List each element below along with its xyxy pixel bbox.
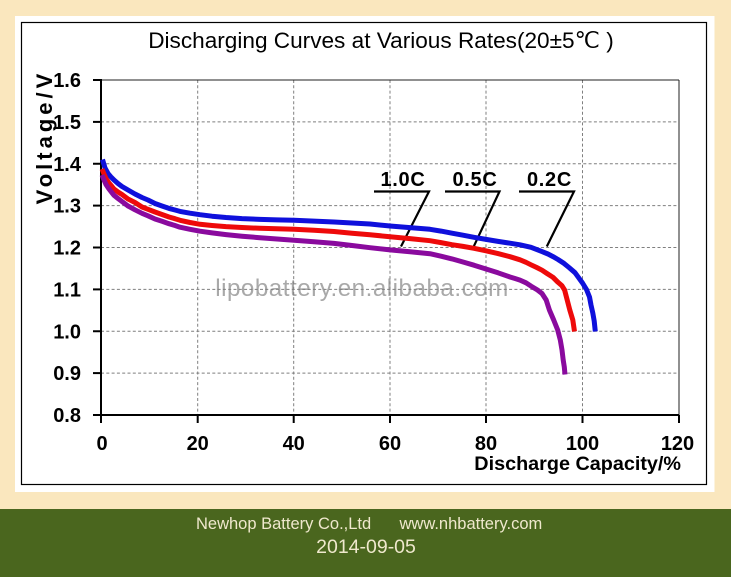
svg-text:120: 120 — [661, 433, 694, 455]
svg-text:Voltage/V: Voltage/V — [32, 70, 57, 205]
svg-text:www.nhbattery.com: www.nhbattery.com — [399, 515, 543, 533]
svg-text:60: 60 — [379, 433, 401, 455]
svg-text:Newhop Battery Co.,Ltd: Newhop Battery Co.,Ltd — [196, 515, 371, 533]
svg-text:0.2C: 0.2C — [527, 169, 572, 191]
svg-text:0: 0 — [96, 433, 107, 455]
svg-text:1.5: 1.5 — [53, 112, 81, 134]
svg-text:Discharging Curves at Various: Discharging Curves at Various Rates(20±5… — [148, 28, 614, 53]
svg-text:1.4: 1.4 — [53, 154, 82, 176]
svg-text:100: 100 — [566, 433, 599, 455]
svg-text:0.8: 0.8 — [53, 405, 81, 427]
svg-text:1.1: 1.1 — [53, 279, 81, 301]
svg-text:0.5C: 0.5C — [452, 169, 497, 191]
svg-text:1.2: 1.2 — [53, 238, 81, 260]
svg-text:0.9: 0.9 — [53, 363, 81, 385]
svg-text:1.0: 1.0 — [53, 321, 81, 343]
svg-text:40: 40 — [283, 433, 305, 455]
svg-text:1.0C: 1.0C — [380, 169, 425, 191]
svg-text:20: 20 — [187, 433, 209, 455]
svg-text:1.6: 1.6 — [53, 70, 81, 92]
svg-text:Discharge Capacity/%: Discharge Capacity/% — [474, 453, 681, 475]
svg-text:2014-09-05: 2014-09-05 — [316, 536, 416, 558]
svg-text:1.3: 1.3 — [53, 196, 81, 218]
svg-text:lipobattery.en.alibaba.com: lipobattery.en.alibaba.com — [215, 275, 509, 302]
svg-text:80: 80 — [475, 433, 497, 455]
